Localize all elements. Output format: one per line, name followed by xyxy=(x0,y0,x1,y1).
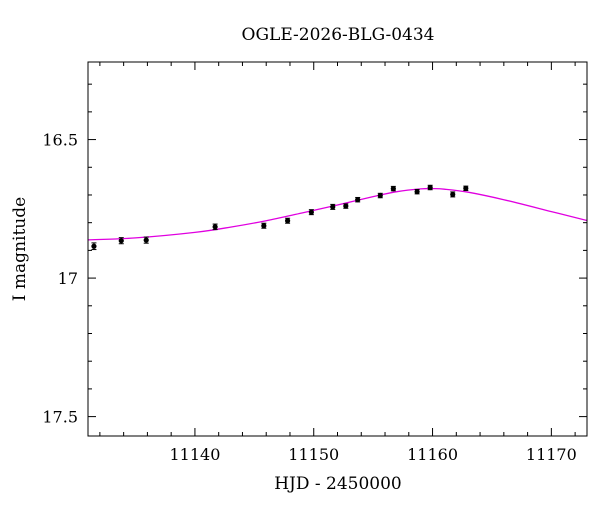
tick-labels: 11140 11150 11160 11170 16.5 17 17.5 xyxy=(42,131,576,464)
model-curve xyxy=(88,187,587,241)
x-axis-label: HJD - 2450000 xyxy=(274,474,402,494)
data-marker xyxy=(285,218,291,224)
data-marker xyxy=(355,197,361,203)
data-marker xyxy=(414,189,420,195)
data-marker xyxy=(308,209,314,215)
data-points-layer xyxy=(91,184,469,251)
data-point xyxy=(285,217,291,224)
data-marker xyxy=(118,238,124,244)
data-marker xyxy=(343,203,349,209)
data-point xyxy=(261,222,267,229)
model-curve-layer xyxy=(88,187,587,241)
data-point xyxy=(330,203,336,210)
y-tick-label: 16.5 xyxy=(42,131,78,150)
y-tick-label: 17 xyxy=(58,269,78,288)
x-tick-label: 11150 xyxy=(288,445,339,464)
data-marker xyxy=(463,185,469,191)
data-point xyxy=(143,236,149,244)
data-point xyxy=(212,223,218,231)
data-marker xyxy=(427,184,433,191)
data-point xyxy=(463,185,469,192)
data-marker xyxy=(261,223,267,229)
data-point xyxy=(390,185,396,192)
data-point xyxy=(414,188,420,195)
data-marker xyxy=(390,186,396,192)
axis-ticks xyxy=(88,62,587,436)
data-marker xyxy=(91,243,97,249)
y-axis-label: I magnitude xyxy=(10,197,30,301)
data-point xyxy=(343,203,349,209)
data-point xyxy=(377,192,383,199)
data-marker xyxy=(212,224,218,230)
x-tick-label: 11170 xyxy=(526,445,577,464)
data-point xyxy=(427,184,433,191)
data-marker xyxy=(377,192,383,199)
y-tick-label: 17.5 xyxy=(42,408,78,427)
data-point xyxy=(450,191,456,198)
plot-frame xyxy=(87,61,588,437)
data-marker xyxy=(450,191,456,198)
x-tick-label: 11160 xyxy=(407,445,458,464)
data-point xyxy=(355,196,361,203)
data-marker xyxy=(143,237,149,243)
data-point xyxy=(91,242,97,251)
data-point xyxy=(118,237,124,245)
data-point xyxy=(308,209,314,216)
data-marker xyxy=(330,204,336,210)
x-tick-label: 11140 xyxy=(169,445,220,464)
chart-title: OGLE-2026-BLG-0434 xyxy=(242,25,435,45)
